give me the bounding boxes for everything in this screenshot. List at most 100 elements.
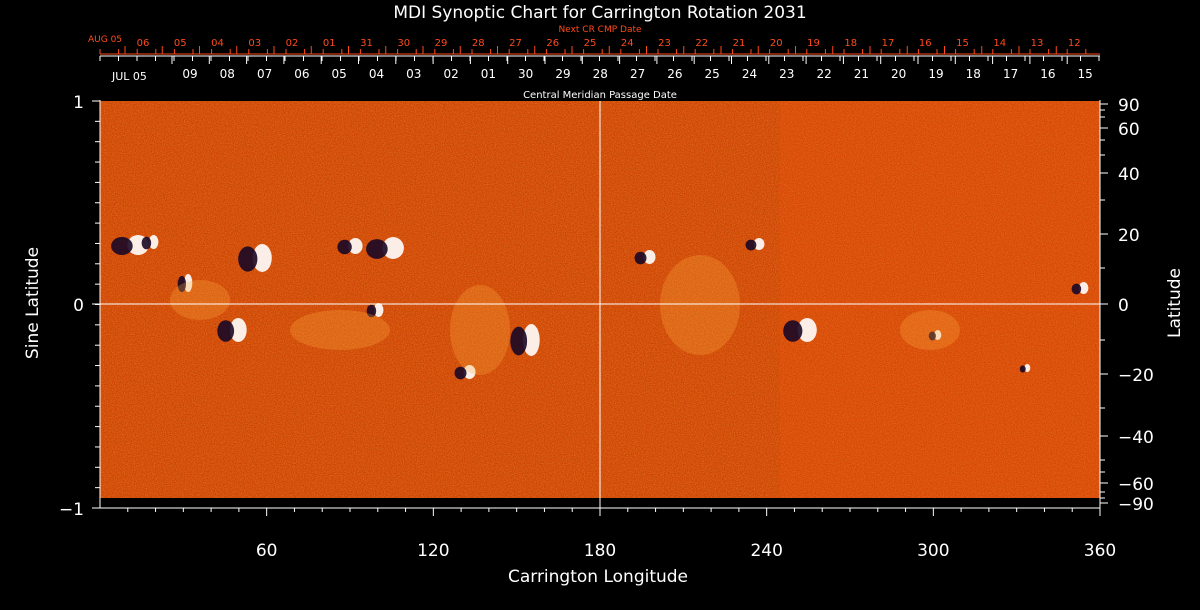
next-cr-start-date: AUG 05 xyxy=(88,35,122,45)
x-tick-label: 240 xyxy=(750,541,782,561)
right-tick-label: 60 xyxy=(1118,120,1140,140)
cmp-date: 09 xyxy=(182,67,197,81)
next-cr-date: 05 xyxy=(174,38,187,49)
right-tick-label: 0 xyxy=(1118,296,1129,316)
next-cr-date: 13 xyxy=(1031,38,1044,49)
negative-polarity-patch xyxy=(1019,365,1026,373)
next-cr-date: 30 xyxy=(397,38,410,49)
cmp-date: 16 xyxy=(1040,67,1055,81)
cmp-date-labels: 09 08 07 06 05 04 03 02 01 30 29 28 27 26 25 24 23 22 21 20… xyxy=(182,67,1092,81)
negative-polarity-patch xyxy=(238,246,258,272)
next-cr-date: 12 xyxy=(1068,38,1081,49)
next-cr-date: 20 xyxy=(770,38,783,49)
cmp-date: 02 xyxy=(443,67,458,81)
cmp-date: 08 xyxy=(220,67,235,81)
positive-polarity-patch xyxy=(382,237,404,259)
positive-polarity-patch xyxy=(522,324,540,356)
bottom-axis: 60 120 180 240 300 360 xyxy=(127,508,1116,561)
next-cr-date: 31 xyxy=(360,38,373,49)
next-cr-tick-marks xyxy=(99,46,1100,55)
y-axis-label-right: Latitude xyxy=(1165,268,1185,338)
cmp-start-date: JUL 05 xyxy=(111,70,147,83)
negative-polarity-patch xyxy=(366,304,377,318)
next-cr-date: 17 xyxy=(882,38,895,49)
next-cr-date-labels: 06 05 04 03 02 01 31 30 29 28 27 26 25 24 23 22 21 20 19 18… xyxy=(137,38,1081,49)
cmp-axis-label: Central Meridian Passage Date xyxy=(523,90,677,101)
positive-polarity-patch xyxy=(148,235,159,249)
next-cr-date: 03 xyxy=(248,38,261,49)
right-tick-label: −20 xyxy=(1118,366,1154,386)
next-cr-date: 22 xyxy=(695,38,708,49)
right-tick-label: 90 xyxy=(1118,96,1140,116)
next-cr-date: 28 xyxy=(472,38,485,49)
chart-title: MDI Synoptic Chart for Carrington Rotati… xyxy=(393,3,806,23)
positive-polarity-patch xyxy=(753,238,765,250)
negative-polarity-patch xyxy=(1071,283,1082,295)
negative-polarity-patch xyxy=(141,236,152,250)
positive-polarity-patch xyxy=(797,318,817,342)
next-cr-date: 14 xyxy=(993,38,1006,49)
negative-polarity-patch xyxy=(783,320,803,342)
map-right-shade xyxy=(780,101,1100,500)
next-cr-date: 16 xyxy=(919,38,932,49)
cmp-date: 23 xyxy=(779,67,794,81)
positive-polarity-patch xyxy=(463,365,476,379)
plage-region xyxy=(660,255,740,355)
right-tick-label: 40 xyxy=(1118,165,1140,185)
cmp-date: 01 xyxy=(481,67,496,81)
left-axis: 1 0 −1 xyxy=(59,93,100,520)
left-tick-label: 1 xyxy=(73,93,84,113)
next-cr-date: 15 xyxy=(956,38,969,49)
negative-polarity-patch xyxy=(634,251,647,265)
plage-region xyxy=(900,310,960,350)
right-tick-label: 20 xyxy=(1118,226,1140,246)
plage-region xyxy=(170,280,230,320)
negative-polarity-patch xyxy=(454,366,467,380)
right-tick-label: −40 xyxy=(1118,428,1154,448)
next-cr-date: 24 xyxy=(621,38,634,49)
cmp-date: 30 xyxy=(518,67,533,81)
left-tick-label: −1 xyxy=(59,500,84,520)
y-axis-label-left: Sine Latitude xyxy=(23,247,43,359)
next-cr-date: 23 xyxy=(658,38,671,49)
cmp-date: 17 xyxy=(1003,67,1018,81)
next-cr-date: 04 xyxy=(211,38,224,49)
cmp-date: 15 xyxy=(1078,67,1093,81)
cmp-date: 03 xyxy=(406,67,421,81)
x-tick-label: 180 xyxy=(584,541,616,561)
next-cr-date: 18 xyxy=(844,38,857,49)
negative-polarity-patch xyxy=(510,326,528,356)
next-cr-date: 19 xyxy=(807,38,820,49)
right-tick-label: −60 xyxy=(1118,475,1154,495)
negative-polarity-patch xyxy=(366,239,388,259)
cmp-date: 27 xyxy=(630,67,645,81)
next-cr-date: 27 xyxy=(509,38,522,49)
positive-polarity-patch xyxy=(1078,282,1089,294)
x-tick-label: 300 xyxy=(917,541,949,561)
cmp-date: 24 xyxy=(742,67,757,81)
positive-polarity-patch xyxy=(1024,364,1031,372)
negative-polarity-patch xyxy=(337,239,352,255)
next-cr-date: 01 xyxy=(323,38,336,49)
cmp-date: 04 xyxy=(369,67,384,81)
next-cr-date: 26 xyxy=(546,38,559,49)
left-tick-label: 0 xyxy=(73,296,84,316)
cmp-date: 26 xyxy=(667,67,682,81)
cmp-date: 29 xyxy=(555,67,570,81)
positive-polarity-patch xyxy=(373,303,384,317)
cmp-date: 28 xyxy=(593,67,608,81)
cmp-date: 05 xyxy=(332,67,347,81)
x-tick-label: 120 xyxy=(417,541,449,561)
cmp-date: 20 xyxy=(891,67,906,81)
negative-polarity-patch xyxy=(928,331,936,341)
plage-region xyxy=(450,285,510,375)
right-axis: 90 60 40 20 0 −20 −40 −60−90 xyxy=(1100,96,1154,515)
cmp-date: 07 xyxy=(257,67,272,81)
x-tick-label: 60 xyxy=(256,541,278,561)
positive-polarity-patch xyxy=(643,250,656,264)
next-cr-date: 29 xyxy=(435,38,448,49)
cmp-date: 19 xyxy=(928,67,943,81)
next-cr-date: 02 xyxy=(286,38,299,49)
next-cr-date: 21 xyxy=(733,38,746,49)
